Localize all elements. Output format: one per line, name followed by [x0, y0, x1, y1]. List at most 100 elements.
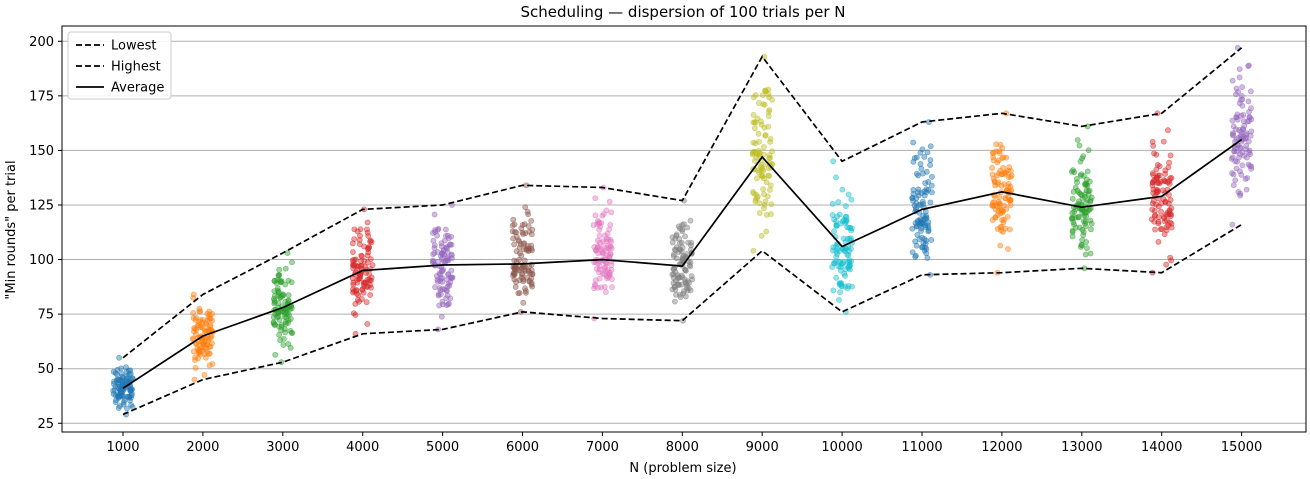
trial-point	[913, 170, 920, 177]
trial-point	[367, 238, 374, 245]
trial-point	[1160, 196, 1167, 203]
trial-point	[364, 276, 371, 283]
trial-point	[437, 271, 444, 278]
trial-point	[922, 215, 928, 222]
trial-point	[758, 118, 764, 125]
trial-point	[271, 288, 278, 294]
trial-point	[128, 392, 135, 399]
trial-point	[598, 284, 605, 291]
trial-point	[435, 259, 442, 265]
trial-point	[919, 244, 925, 251]
trial-point	[510, 263, 517, 270]
x-tick-label: 4000	[346, 440, 379, 455]
trial-point	[1245, 98, 1252, 105]
trial-point	[192, 357, 198, 363]
trial-point	[271, 322, 278, 328]
trial-point	[1248, 128, 1255, 135]
trial-point	[999, 145, 1006, 151]
trial-point	[1076, 142, 1083, 149]
legend-label: Lowest	[111, 39, 156, 54]
trial-point	[436, 302, 443, 309]
trial-point	[766, 173, 772, 179]
trial-point	[839, 186, 846, 193]
trial-point	[123, 364, 129, 371]
trial-point	[525, 211, 532, 218]
trial-point	[1240, 118, 1247, 125]
x-tick-label: 15000	[1221, 440, 1262, 455]
trial-point	[767, 182, 774, 189]
trial-point	[1243, 142, 1250, 149]
trial-point	[754, 175, 760, 182]
trial-point	[759, 92, 766, 99]
trial-point	[768, 201, 775, 208]
trial-point	[761, 53, 768, 60]
trial-point	[1229, 170, 1235, 176]
trial-point	[1236, 127, 1242, 133]
trial-point	[909, 195, 916, 201]
trial-point	[1239, 162, 1246, 169]
trial-point	[190, 294, 197, 301]
trial-point	[845, 191, 852, 198]
trial-point	[1229, 130, 1236, 137]
y-tick-label: 25	[37, 417, 54, 432]
trial-point	[993, 141, 1000, 148]
trial-point	[1155, 218, 1162, 225]
trial-point	[767, 187, 773, 193]
trial-point	[596, 266, 603, 273]
legend-label: Average	[111, 81, 164, 96]
trial-point	[114, 366, 121, 373]
trial-point	[842, 272, 848, 279]
trial-point	[1160, 213, 1167, 220]
trial-point	[593, 246, 600, 253]
trial-point	[357, 232, 363, 239]
trial-point	[367, 292, 374, 298]
series-line-lowest	[122, 223, 1243, 416]
trial-point	[910, 139, 917, 146]
trial-point	[524, 243, 531, 249]
x-axis: 1000 2000 3000 4000 5000 6000 7000 8000 9000 1000…	[106, 432, 1262, 455]
trial-point	[289, 329, 295, 336]
trial-point	[448, 252, 455, 259]
trial-point	[1069, 233, 1076, 240]
trial-point	[760, 144, 767, 150]
trial-point	[431, 211, 438, 218]
trial-point	[1248, 116, 1255, 123]
trial-point	[1167, 254, 1174, 261]
trial-point	[364, 252, 371, 259]
trial-point	[1088, 220, 1095, 227]
trial-point	[129, 375, 136, 382]
trial-point	[918, 165, 925, 172]
trial-point	[608, 245, 615, 252]
trial-point	[1005, 246, 1011, 252]
trial-point	[758, 162, 765, 169]
trial-point	[1245, 63, 1252, 70]
trial-point	[1239, 84, 1245, 90]
trial-point	[1007, 197, 1014, 204]
trial-point	[363, 299, 370, 306]
trial-point	[1239, 149, 1246, 156]
trial-point	[1083, 200, 1090, 206]
trial-point	[671, 298, 678, 305]
trial-point	[1069, 229, 1076, 235]
trial-point	[1168, 205, 1175, 212]
trial-point	[528, 267, 535, 274]
trial-point	[833, 174, 839, 181]
trial-point	[1237, 97, 1244, 103]
x-tick-label: 8000	[666, 440, 699, 455]
trial-point	[1230, 182, 1237, 189]
trial-point	[1072, 184, 1079, 191]
trial-point	[923, 215, 930, 221]
legend: Lowest Highest Average	[67, 31, 172, 100]
trial-point	[1007, 202, 1014, 208]
trial-point	[1243, 186, 1250, 193]
trial-point	[684, 251, 690, 257]
trial-point	[364, 283, 371, 290]
trial-point	[1236, 100, 1243, 107]
trial-point	[595, 217, 601, 224]
trial-point	[1087, 250, 1094, 257]
trial-point	[443, 295, 450, 302]
trial-point	[1149, 200, 1156, 207]
trial-point	[353, 287, 360, 293]
y-tick-label: 200	[29, 35, 54, 50]
